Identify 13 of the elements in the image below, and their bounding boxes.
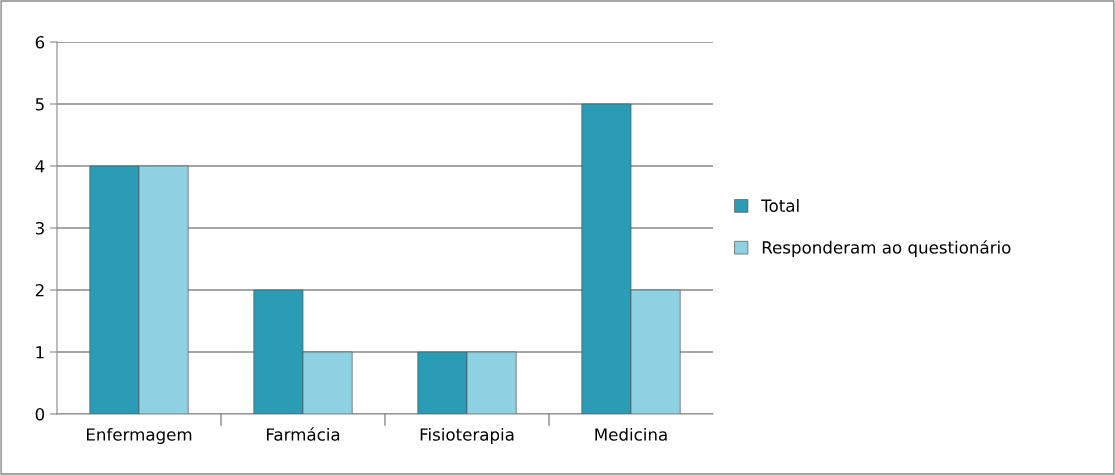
y-tick-label: 1	[36, 346, 44, 359]
y-tick-label: 6	[35, 35, 45, 49]
y-tick-label: 3	[35, 221, 44, 235]
y-tick-label: 0	[35, 407, 45, 421]
y-tick-label: 2	[35, 283, 44, 297]
legend-label: Total	[761, 199, 799, 212]
y-tick-label: 4	[35, 160, 45, 173]
y-tick-label: 5	[35, 98, 44, 111]
x-tick-label: Medicina	[595, 427, 667, 441]
x-tick-label: Farmácia	[266, 427, 340, 441]
x-tick-label: Fisioterapia	[420, 427, 514, 445]
x-tick-label: Enfermagem	[86, 427, 192, 445]
legend-label: Responderam ao questionário	[762, 240, 1011, 257]
